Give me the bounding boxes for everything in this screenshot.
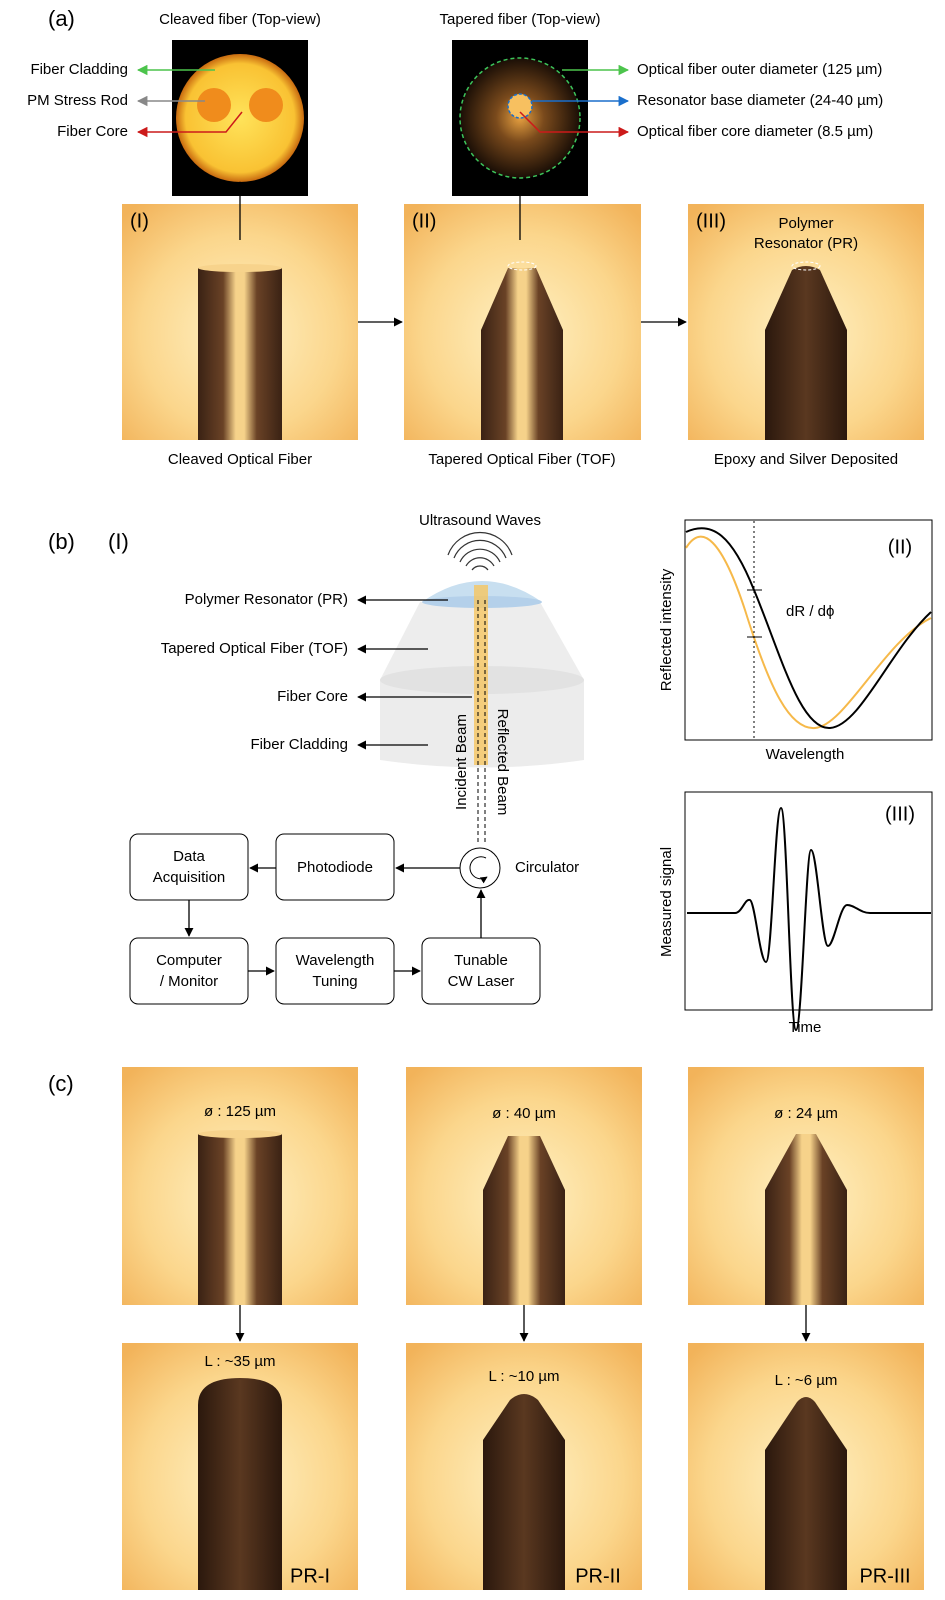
length-label: L : ~6 µm bbox=[775, 1372, 838, 1389]
part-label: PM Stress Rod bbox=[27, 92, 128, 109]
box-label: / Monitor bbox=[160, 973, 218, 990]
part-label: Fiber Core bbox=[57, 123, 128, 140]
step-numeral: (I) bbox=[130, 210, 149, 232]
shape-path bbox=[466, 558, 494, 566]
part-label: Optical fiber core diameter (8.5 µm) bbox=[637, 123, 873, 140]
subpanel-label: (II) bbox=[888, 536, 912, 558]
diameter-label: ø : 40 µm bbox=[492, 1105, 556, 1122]
shape-rect bbox=[276, 938, 394, 1004]
step-note: Resonator (PR) bbox=[754, 235, 858, 252]
axis-label: Reflected intensity bbox=[658, 568, 675, 691]
shape-ellipse bbox=[198, 1130, 282, 1138]
shape-circle bbox=[508, 94, 532, 118]
shape-rect bbox=[422, 938, 540, 1004]
shape-path bbox=[460, 549, 500, 562]
waves-label: Ultrasound Waves bbox=[419, 512, 541, 529]
box-label: Data bbox=[173, 848, 205, 865]
circulator-label: Circulator bbox=[515, 859, 579, 876]
diameter-label: ø : 24 µm bbox=[774, 1105, 838, 1122]
part-label: Fiber Cladding bbox=[30, 61, 128, 78]
subpanel-label: (III) bbox=[885, 803, 915, 825]
part-label: Resonator base diameter (24-40 µm) bbox=[637, 92, 883, 109]
shape-path bbox=[686, 537, 931, 728]
figure: (a) Cleaved fiber (Top-view) Tapered fib… bbox=[0, 0, 945, 1600]
step-numeral: (II) bbox=[412, 210, 436, 232]
shape-circle bbox=[249, 88, 283, 122]
box-label: Acquisition bbox=[153, 869, 226, 886]
part-label: Tapered Optical Fiber (TOF) bbox=[161, 640, 348, 657]
panel-label: (b) bbox=[48, 529, 75, 554]
panel-label: (a) bbox=[48, 6, 75, 31]
part-label: Optical fiber outer diameter (125 µm) bbox=[637, 61, 882, 78]
part-label: Polymer Resonator (PR) bbox=[185, 591, 348, 608]
resonator-name: PR-I bbox=[290, 1565, 330, 1587]
part-label: Fiber Core bbox=[277, 688, 348, 705]
subpanel-label: (I) bbox=[108, 529, 129, 554]
resonator-name: PR-II bbox=[575, 1565, 621, 1587]
shape-ellipse bbox=[198, 264, 282, 272]
step-note: Polymer bbox=[778, 215, 833, 232]
step-caption: Tapered Optical Fiber (TOF) bbox=[428, 451, 615, 468]
shape-rect bbox=[474, 585, 488, 765]
axis-label: Wavelength bbox=[766, 746, 845, 763]
shape-g bbox=[448, 532, 512, 570]
annotation: dR / dϕ bbox=[786, 603, 834, 620]
part-label: Fiber Cladding bbox=[250, 736, 348, 753]
box-label: Computer bbox=[156, 952, 222, 969]
resonator-name: PR-III bbox=[859, 1565, 910, 1587]
diameter-label: ø : 125 µm bbox=[204, 1103, 276, 1120]
view-title: Cleaved fiber (Top-view) bbox=[159, 11, 321, 28]
shape-rect bbox=[198, 268, 282, 440]
beam-label: Incident Beam bbox=[453, 714, 470, 810]
box-label: Tunable bbox=[454, 952, 508, 969]
shape-rect bbox=[130, 938, 248, 1004]
view-title: Tapered fiber (Top-view) bbox=[440, 11, 601, 28]
axis-label: Measured signal bbox=[658, 847, 675, 957]
shape-rect bbox=[198, 1134, 282, 1305]
box-label: Wavelength bbox=[296, 952, 375, 969]
step-caption: Cleaved Optical Fiber bbox=[168, 451, 312, 468]
shape-circle bbox=[460, 848, 500, 888]
beam-label: Reflected Beam bbox=[494, 709, 511, 816]
box-label: Photodiode bbox=[297, 859, 373, 876]
box-label: Tuning bbox=[312, 973, 357, 990]
shape-path bbox=[687, 808, 931, 1030]
step-numeral: (III) bbox=[696, 210, 726, 232]
shape-path bbox=[198, 1378, 282, 1590]
shape-circle bbox=[197, 88, 231, 122]
shape-path bbox=[472, 566, 488, 570]
shape-circle bbox=[176, 54, 304, 182]
length-label: L : ~35 µm bbox=[204, 1353, 275, 1370]
length-label: L : ~10 µm bbox=[488, 1368, 559, 1385]
step-caption: Epoxy and Silver Deposited bbox=[714, 451, 898, 468]
shape-path bbox=[483, 1394, 565, 1590]
shape-rect bbox=[130, 834, 248, 900]
box-label: CW Laser bbox=[448, 973, 515, 990]
panel-label: (c) bbox=[48, 1071, 74, 1096]
